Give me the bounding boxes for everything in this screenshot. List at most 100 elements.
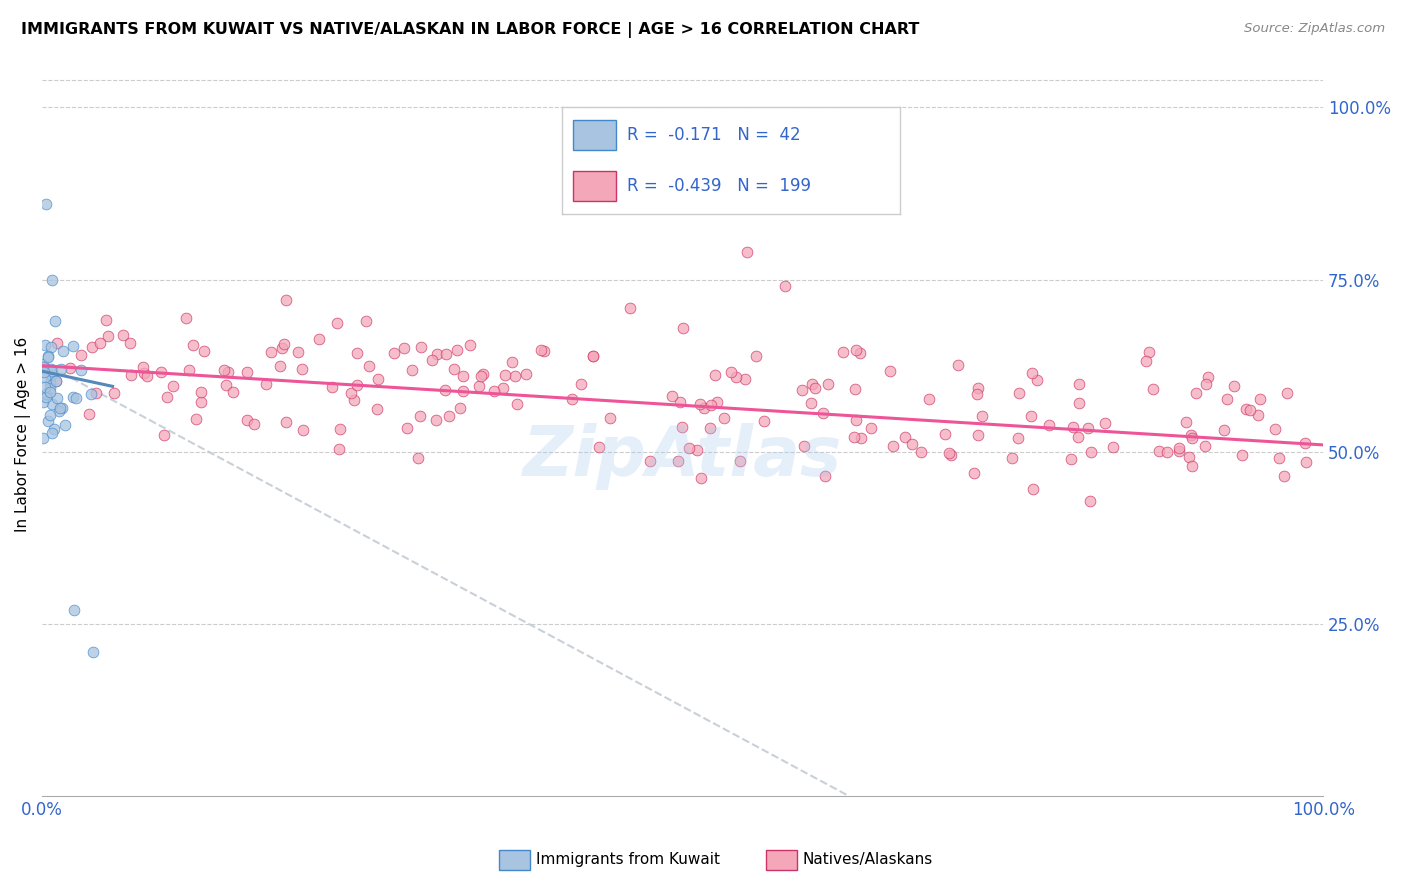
Point (42, 422, 65, 436)
Point (901, 436, 924, 450)
Point (800, 377, 823, 392)
Point (359, 359, 381, 373)
Point (132, 367, 155, 381)
Point (1195, 377, 1218, 392)
Point (34, 369, 56, 384)
Point (689, 397, 711, 411)
Point (970, 409, 993, 423)
Point (458, 338, 481, 352)
Point (506, 397, 529, 411)
Point (41, 425, 63, 440)
Point (356, 314, 378, 328)
Point (55, 418, 77, 433)
Point (671, 420, 693, 434)
Point (1264, 422, 1286, 436)
Point (1102, 440, 1125, 454)
Point (1007, 431, 1029, 445)
Point (693, 401, 716, 415)
Point (734, 372, 756, 386)
Point (162, 378, 184, 392)
Point (366, 402, 388, 417)
Point (51, 362, 73, 376)
Point (533, 343, 555, 358)
Point (1295, 455, 1317, 469)
Point (222, 384, 245, 399)
Point (494, 368, 516, 383)
Point (1168, 441, 1191, 455)
Point (135, 368, 157, 383)
Point (690, 471, 713, 485)
Point (269, 359, 291, 373)
Point (1275, 385, 1298, 400)
Point (1025, 373, 1047, 387)
Point (811, 405, 834, 419)
Point (1212, 423, 1234, 437)
Point (77, 407, 100, 421)
Point (45, 391, 67, 405)
Point (343, 393, 366, 408)
Point (832, 344, 855, 359)
Point (1135, 354, 1157, 368)
Point (111, 327, 134, 342)
Point (845, 413, 868, 427)
Point (966, 428, 988, 442)
Point (1249, 392, 1271, 406)
Point (472, 367, 495, 381)
Point (156, 390, 179, 404)
Point (80, 387, 103, 401)
Point (967, 380, 990, 394)
Point (276, 293, 298, 307)
Point (254, 377, 277, 392)
Point (966, 387, 988, 401)
Point (97, 329, 120, 343)
Point (1019, 409, 1042, 423)
Point (910, 445, 932, 459)
Point (62, 339, 84, 353)
Point (346, 378, 368, 392)
Point (1078, 493, 1101, 508)
Point (37, 414, 59, 428)
Point (735, 245, 758, 260)
Point (1194, 439, 1216, 453)
Point (790, 383, 813, 397)
Point (1022, 482, 1045, 496)
Point (1268, 450, 1291, 465)
Point (217, 364, 239, 378)
Point (859, 420, 882, 434)
Point (39, 385, 62, 400)
Point (963, 466, 986, 480)
Point (236, 365, 259, 379)
Point (773, 279, 796, 293)
Point (561, 392, 583, 406)
Point (89, 335, 111, 350)
Point (329, 422, 352, 436)
Point (45, 374, 67, 388)
Point (582, 349, 605, 363)
Point (84, 386, 107, 401)
Point (640, 454, 662, 468)
Point (41, 272, 63, 286)
Point (174, 310, 197, 325)
Point (492, 381, 515, 395)
Point (706, 395, 728, 409)
Point (367, 371, 389, 385)
Point (243, 417, 266, 431)
Point (401, 362, 423, 376)
Point (1156, 444, 1178, 458)
Point (443, 362, 465, 376)
Text: R =  -0.171   N =  42: R = -0.171 N = 42 (627, 126, 800, 144)
Point (39, 409, 62, 423)
Point (190, 395, 212, 409)
Point (39, 340, 62, 354)
Point (392, 341, 415, 355)
Point (1232, 448, 1254, 462)
Bar (572, 171, 616, 202)
Point (1294, 436, 1316, 450)
Point (406, 450, 429, 465)
Point (177, 363, 200, 377)
Bar (572, 120, 616, 150)
Point (346, 346, 368, 360)
Point (1062, 420, 1084, 434)
Point (35, 386, 58, 401)
Point (340, 386, 363, 401)
